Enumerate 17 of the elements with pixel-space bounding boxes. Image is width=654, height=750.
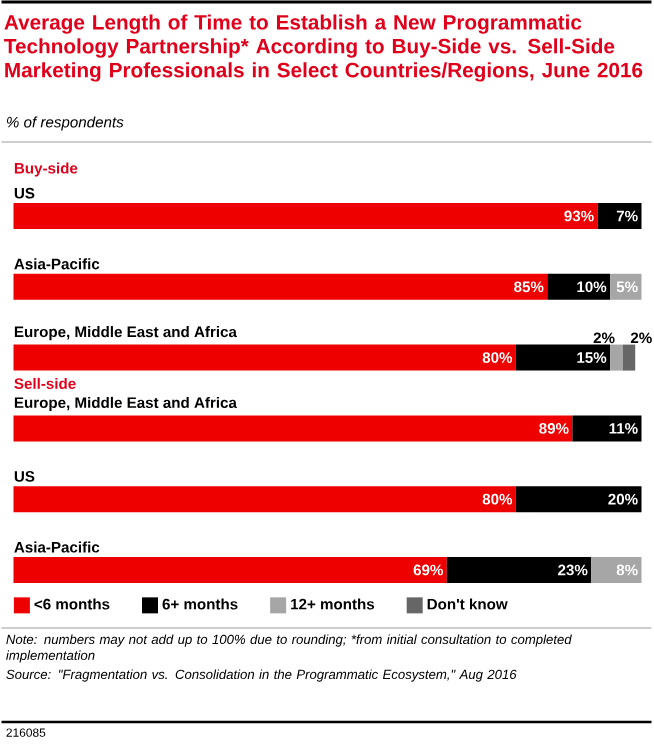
bar	[610, 344, 624, 371]
bar	[13, 415, 573, 442]
bar	[516, 486, 642, 513]
bar	[13, 273, 548, 300]
bar	[13, 344, 517, 371]
bar	[623, 344, 636, 371]
bar	[516, 344, 611, 371]
chart-title: Average Length of Time to Establish a New Programmatic Technology Partnership* According to Buy-Side vs. Sell-Side Marketing Professionals in Select Countries/Regions, June 2016	[4, 14, 643, 82]
bar	[447, 556, 592, 583]
bar	[13, 203, 598, 229]
bar	[547, 273, 611, 300]
bar	[13, 486, 517, 513]
bar	[572, 415, 642, 442]
bar	[591, 556, 642, 583]
bar	[13, 556, 448, 583]
bar	[610, 273, 642, 300]
bar	[597, 203, 642, 229]
